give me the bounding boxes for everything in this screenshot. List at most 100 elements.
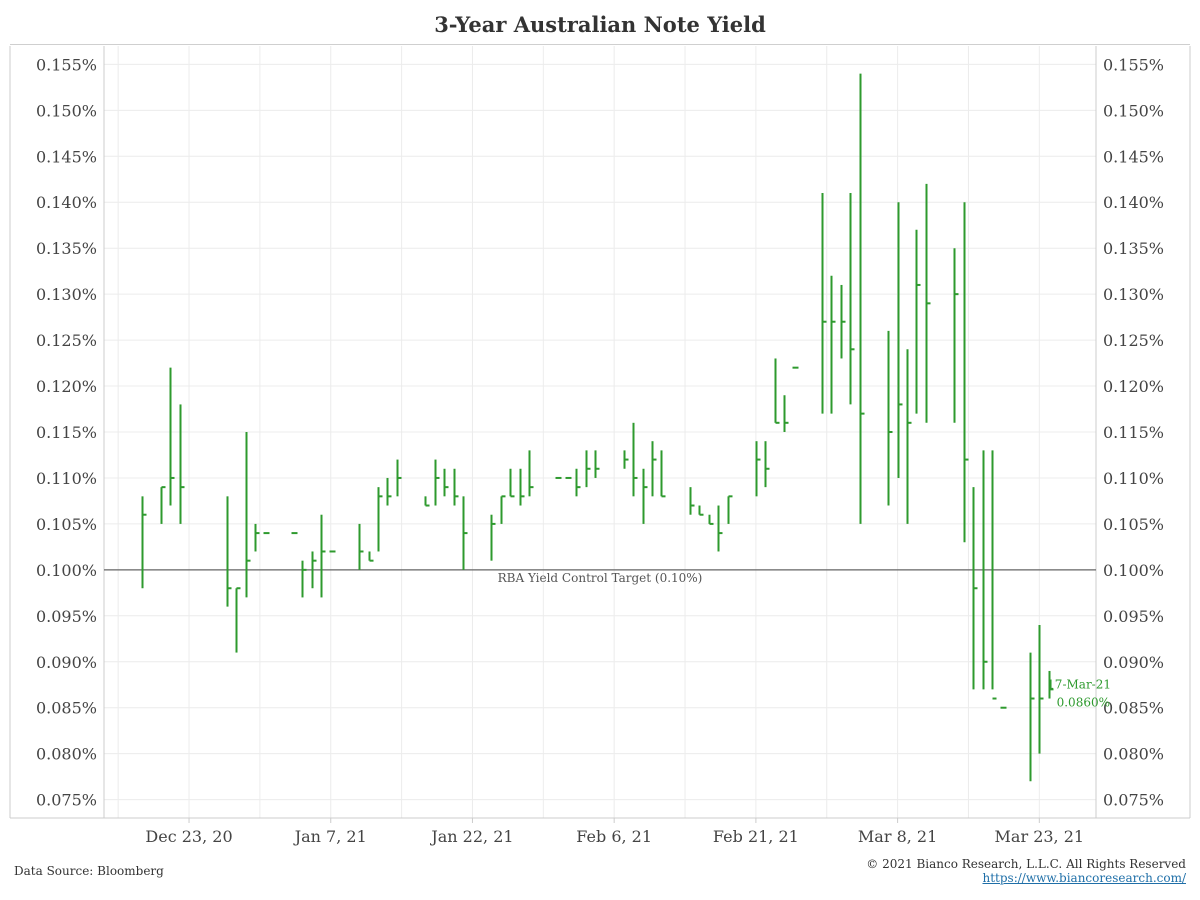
x-tick-label: Feb 6, 21 bbox=[576, 827, 652, 846]
ohlc-bar bbox=[396, 459, 402, 497]
y-tick-label-right: 0.110% bbox=[1103, 469, 1164, 488]
y-tick-label-left: 0.120% bbox=[36, 377, 97, 396]
ohlc-bar bbox=[642, 468, 648, 524]
ohlc-bar bbox=[717, 505, 723, 552]
ohlc-bar bbox=[160, 486, 166, 524]
x-tick-label: Dec 23, 20 bbox=[145, 827, 232, 846]
ohlc-bar bbox=[689, 487, 695, 515]
ohlc-bar bbox=[915, 229, 921, 414]
ohlc-bar bbox=[660, 450, 666, 498]
reference-layer: RBA Yield Control Target (0.10%) bbox=[104, 569, 1096, 585]
y-tick-label-right: 0.135% bbox=[1103, 239, 1164, 258]
y-tick-label-right: 0.155% bbox=[1103, 55, 1164, 74]
ohlc-bar bbox=[169, 367, 175, 506]
y-tick-label-right: 0.145% bbox=[1103, 147, 1164, 166]
y-tick-label-left: 0.110% bbox=[36, 469, 97, 488]
ohlc-bar bbox=[925, 183, 931, 423]
reference-line-label: RBA Yield Control Target (0.10%) bbox=[498, 571, 703, 585]
y-tick-label-left: 0.090% bbox=[36, 653, 97, 672]
ohlc-bar bbox=[991, 450, 997, 700]
ohlc-bar bbox=[519, 468, 525, 506]
ohlc-bar bbox=[982, 450, 988, 690]
ohlc-bar bbox=[764, 441, 770, 488]
y-tick-label-right: 0.090% bbox=[1103, 653, 1164, 672]
y-tick-label-right: 0.115% bbox=[1103, 423, 1164, 442]
ohlc-bar bbox=[821, 193, 827, 414]
ohlc-bar bbox=[311, 551, 317, 589]
y-tick-label-left: 0.150% bbox=[36, 101, 97, 120]
ohlc-bar bbox=[972, 487, 978, 690]
ohlc-bar bbox=[727, 495, 733, 524]
x-tick-label: Feb 21, 21 bbox=[713, 827, 799, 846]
ohlc-bar bbox=[245, 432, 251, 598]
y-tick-label-left: 0.115% bbox=[36, 423, 97, 442]
ohlc-bar bbox=[849, 193, 855, 405]
y-tick-label-right: 0.125% bbox=[1103, 331, 1164, 350]
ohlc-bar bbox=[528, 450, 534, 497]
ohlc-bar bbox=[141, 496, 147, 589]
ohlc-bar bbox=[453, 468, 459, 506]
chart-title: 3-Year Australian Note Yield bbox=[434, 12, 766, 37]
ohlc-bar bbox=[830, 275, 836, 414]
y-tick-label-right: 0.150% bbox=[1103, 101, 1164, 120]
ohlc-bar bbox=[585, 450, 591, 488]
y-tick-label-right: 0.085% bbox=[1103, 699, 1164, 718]
x-tick-label: Jan 7, 21 bbox=[293, 827, 367, 846]
ohlc-bar bbox=[254, 523, 260, 552]
y-tick-label-left: 0.140% bbox=[36, 193, 97, 212]
y-tick-label-right: 0.140% bbox=[1103, 193, 1164, 212]
ohlc-bar bbox=[434, 459, 440, 506]
ohlc-bar bbox=[179, 404, 185, 524]
ohlc-bar bbox=[386, 477, 392, 506]
ohlc-bar bbox=[358, 523, 364, 570]
y-tick-label-left: 0.135% bbox=[36, 239, 97, 258]
ohlc-bar bbox=[859, 73, 865, 524]
y-tick-label-left: 0.100% bbox=[36, 561, 97, 580]
axes bbox=[9, 46, 1191, 823]
last-value-number: 0.0860% bbox=[1057, 696, 1110, 710]
y-tick-label-left: 0.105% bbox=[36, 515, 97, 534]
ohlc-bar bbox=[490, 514, 496, 561]
ohlc-bar bbox=[897, 202, 903, 478]
ohlc-bar bbox=[377, 487, 383, 552]
tick-labels: 0.075% 0.075% 0.080% 0.080% 0.085% 0.085% 0.09… bbox=[36, 55, 1164, 846]
ohlc-bar bbox=[575, 468, 581, 497]
ohlc-bar bbox=[953, 248, 959, 423]
data-source-note: Data Source: Bloomberg bbox=[14, 864, 164, 878]
y-tick-label-right: 0.080% bbox=[1103, 745, 1164, 764]
ohlc-bar bbox=[774, 358, 780, 424]
y-tick-label-right: 0.120% bbox=[1103, 377, 1164, 396]
ohlc-bar bbox=[963, 202, 969, 543]
ohlc-bar bbox=[509, 468, 515, 498]
title-divider bbox=[10, 44, 1190, 45]
ohlc-bar bbox=[651, 441, 657, 497]
ohlc-bar bbox=[755, 441, 761, 497]
ohlc-bar bbox=[906, 349, 912, 524]
y-tick-label-right: 0.075% bbox=[1103, 791, 1164, 810]
y-tick-label-left: 0.125% bbox=[36, 331, 97, 350]
x-tick-label: Mar 23, 21 bbox=[995, 827, 1085, 846]
ohlc-bar bbox=[708, 514, 714, 525]
ohlc-bar bbox=[698, 505, 704, 516]
y-tick-label-left: 0.130% bbox=[36, 285, 97, 304]
ohlc-bar bbox=[226, 496, 232, 607]
ohlc-bar bbox=[594, 450, 600, 478]
ohlc-bar bbox=[1029, 652, 1035, 782]
last-value-date: 17-Mar-21 bbox=[1047, 678, 1111, 692]
y-tick-label-left: 0.075% bbox=[36, 791, 97, 810]
y-tick-label-right: 0.095% bbox=[1103, 607, 1164, 626]
y-tick-label-left: 0.095% bbox=[36, 607, 97, 626]
ohlc-bar bbox=[235, 587, 241, 653]
x-tick-label: Jan 22, 21 bbox=[429, 827, 513, 846]
ohlc-bar bbox=[632, 422, 638, 497]
y-tick-label-right: 0.100% bbox=[1103, 561, 1164, 580]
website-link[interactable]: https://www.biancoresearch.com/ bbox=[982, 871, 1186, 885]
ohlc-bar bbox=[887, 330, 893, 506]
ohlc-bar bbox=[368, 551, 374, 562]
ohlc-bars bbox=[141, 73, 1054, 782]
ohlc-bar bbox=[783, 395, 789, 432]
x-tick-label: Mar 8, 21 bbox=[858, 827, 937, 846]
y-tick-label-right: 0.105% bbox=[1103, 515, 1164, 534]
ohlc-bar bbox=[462, 496, 468, 570]
